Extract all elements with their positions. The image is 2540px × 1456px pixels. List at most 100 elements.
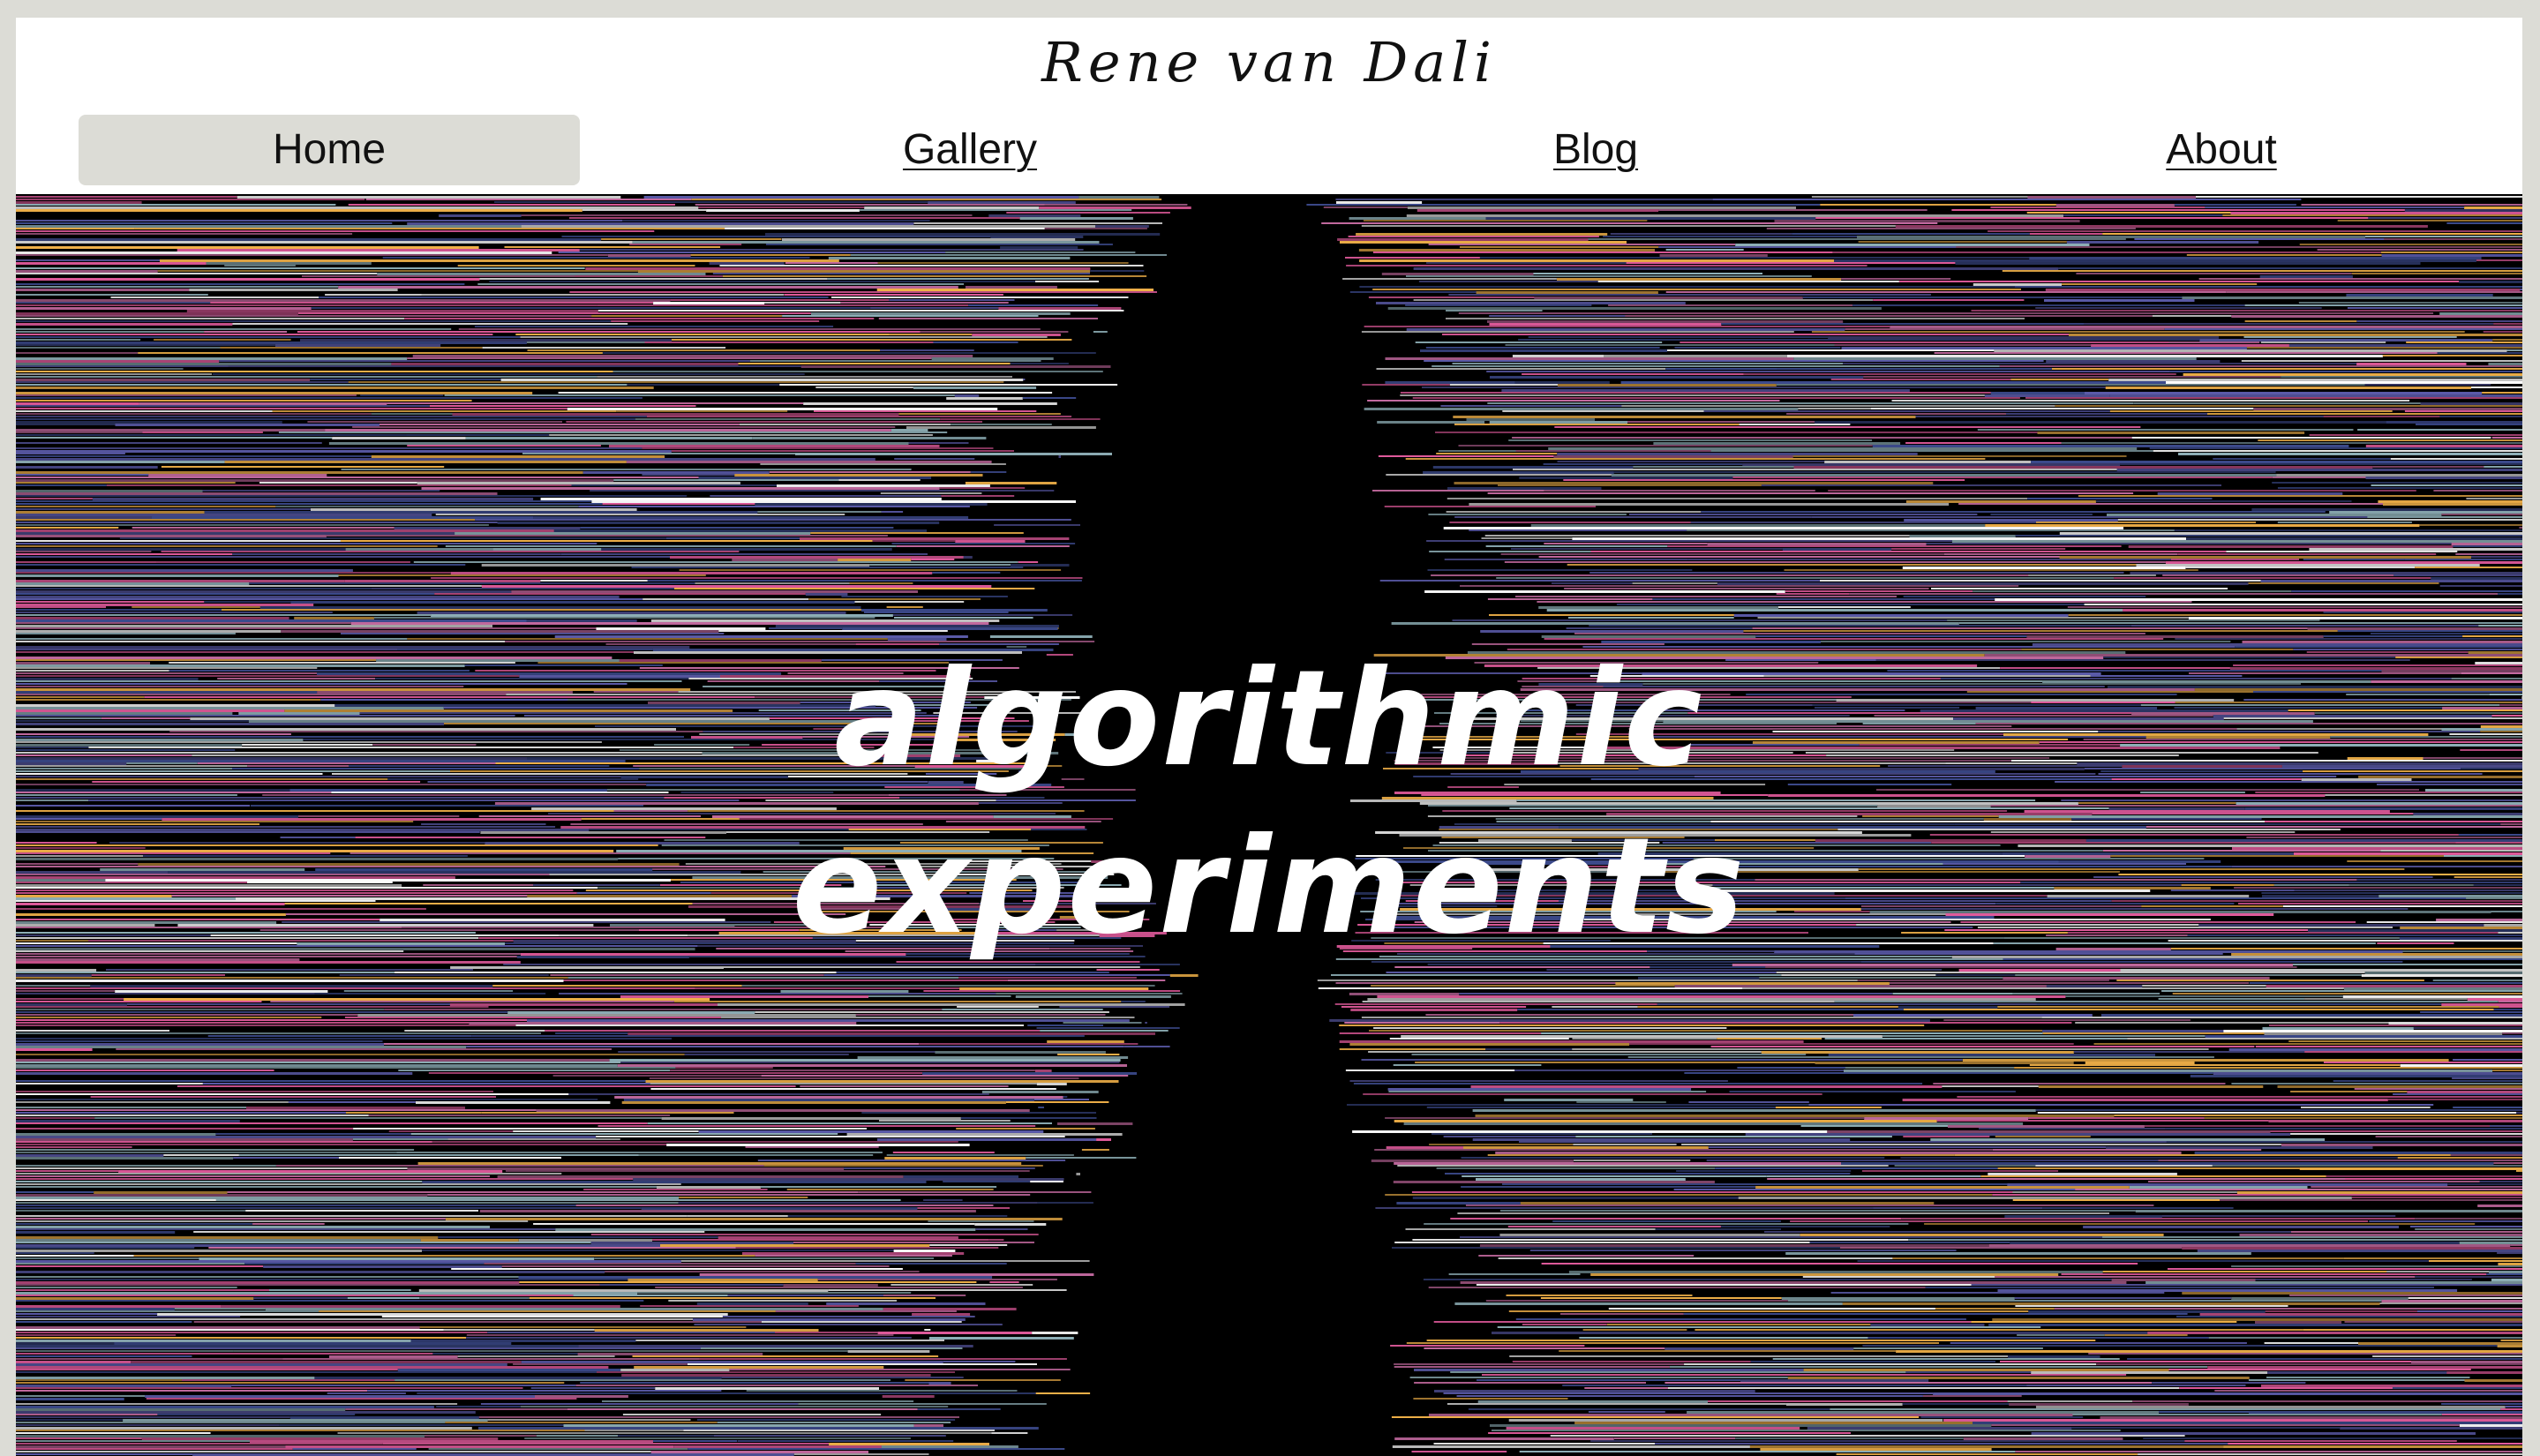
hero-stripe <box>647 1122 1052 1124</box>
hero-stripe <box>1583 919 2211 920</box>
nav-about[interactable]: About <box>2166 126 2277 173</box>
hero-stripe <box>1512 355 1604 357</box>
hero-stripe <box>94 1117 662 1119</box>
hero-stripe <box>1495 1152 2182 1154</box>
hero-stripe <box>1393 1181 1715 1183</box>
hero-stripe <box>422 1250 894 1251</box>
hero-stripe <box>1058 455 1061 458</box>
hero-stripe <box>352 1138 448 1140</box>
hero-stripe <box>1487 492 2134 494</box>
hero-stripe <box>451 1268 903 1270</box>
hero-stripe <box>606 789 960 791</box>
hero-stripe <box>1665 291 2227 293</box>
hero-stripe <box>2269 1024 2522 1026</box>
hero-stripe <box>16 1064 618 1067</box>
hero-stripe <box>16 283 465 285</box>
hero-stripe <box>2309 434 2522 436</box>
hero-stripe <box>1406 328 1845 331</box>
hero-stripe <box>569 291 1157 293</box>
hero-stripe <box>590 1242 794 1244</box>
hero-stripe <box>16 895 172 897</box>
hero-stripe <box>1394 1437 1614 1440</box>
hero-stripe <box>384 1009 943 1010</box>
hero-stripe <box>2084 604 2522 605</box>
hero-stripe <box>928 1220 1034 1222</box>
hero-stripe <box>1960 921 2356 923</box>
hero-stripe <box>674 1001 1122 1002</box>
hero-stripe <box>270 1001 674 1002</box>
hero-stripe <box>1588 238 2126 240</box>
hero-stripe <box>2084 768 2461 769</box>
hero-stripe <box>575 275 723 277</box>
hero-stripe <box>638 1154 874 1156</box>
nav-gallery[interactable]: Gallery <box>902 126 1038 173</box>
hero-stripe <box>16 336 521 338</box>
hero-stripe <box>1489 315 1626 317</box>
hero-stripe <box>1560 1313 1684 1315</box>
nav-home[interactable]: Home <box>79 115 580 185</box>
hero-stripe <box>1499 1022 2072 1024</box>
hero-stripe <box>506 694 1019 695</box>
nav-blog[interactable]: Blog <box>1552 126 1639 173</box>
hero-stripe <box>2105 387 2471 389</box>
hero-stripe <box>1499 1234 1800 1236</box>
hero-stripe <box>2072 1414 2442 1415</box>
hero-stripe <box>16 733 291 735</box>
hero-stripe <box>829 1443 989 1445</box>
hero-stripe <box>16 1371 597 1373</box>
hero-stripe <box>935 1051 1106 1054</box>
hero-stripe <box>412 355 973 357</box>
hero-stripe <box>643 196 1079 199</box>
hero-stripe <box>2493 1009 2522 1010</box>
hero-stripe <box>2054 887 2211 889</box>
hero-stripe <box>16 1001 262 1002</box>
hero-stripe <box>2361 974 2522 977</box>
hero-stripe <box>1005 1101 1109 1103</box>
hero-stripe <box>16 1265 264 1267</box>
hero-stripe <box>775 1332 878 1333</box>
hero-stripe <box>1409 736 1634 738</box>
hero-stripe <box>787 672 904 674</box>
site-title[interactable]: Rene van Dali <box>1041 30 1497 94</box>
hero-stripe <box>1368 296 1535 298</box>
hero-stripe <box>2182 1292 2522 1295</box>
hero-stripe <box>2116 979 2424 981</box>
hero-stripe <box>1574 633 2145 634</box>
hero-stripe <box>1374 1149 1993 1151</box>
hero-stripe <box>1902 567 2186 569</box>
hero-stripe <box>1984 654 2522 657</box>
hero-stripe <box>894 458 975 460</box>
hero-stripe <box>1010 363 1069 364</box>
hero-stripe <box>1428 850 2103 852</box>
hero-stripe <box>16 1128 354 1130</box>
hero-stripe <box>16 471 583 474</box>
hero-stripe <box>733 747 875 748</box>
hero-stripe <box>1440 405 1622 407</box>
hero-stripe <box>616 850 1022 852</box>
hero-stripe <box>2028 574 2156 576</box>
hero-stripe <box>2439 416 2522 417</box>
hero-stripe <box>1018 561 1039 563</box>
hero-stripe <box>811 312 1071 315</box>
hero-stripe <box>905 1379 1061 1381</box>
hero-stripe <box>1371 937 2004 939</box>
hero-stripe <box>617 1064 1127 1067</box>
hero-stripe <box>2466 897 2522 899</box>
hero-stripe <box>279 1424 564 1426</box>
hero-stripe <box>332 773 908 775</box>
hero-stripe <box>2342 995 2522 998</box>
hero-stripe <box>1489 614 1734 616</box>
hero-stripe <box>16 889 574 891</box>
hero-stripe <box>1642 672 2101 675</box>
hero-stripe <box>1393 882 2021 883</box>
hero-stripe <box>513 1363 688 1365</box>
hero-stripe <box>815 387 913 388</box>
hero-stripe <box>450 770 1009 772</box>
hero-stripe <box>629 244 742 245</box>
hero-stripe <box>1997 1006 2499 1008</box>
hero-stripe <box>637 1292 912 1294</box>
hero-stripe <box>2083 739 2522 740</box>
hero-stripe <box>16 694 507 695</box>
hero-stripe <box>1476 1178 1686 1181</box>
hero-stripe <box>1538 683 1643 686</box>
